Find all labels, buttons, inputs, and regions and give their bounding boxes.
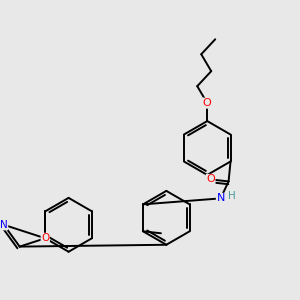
Text: O: O [206,174,215,184]
Text: O: O [41,233,50,243]
Text: O: O [203,98,212,108]
Text: N: N [0,220,8,230]
Text: N: N [216,194,225,203]
Text: H: H [228,191,236,201]
